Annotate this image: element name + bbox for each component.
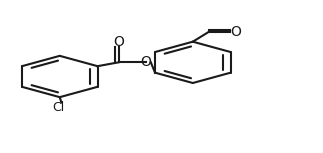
Text: O: O (113, 35, 124, 49)
Text: Cl: Cl (52, 101, 64, 114)
Text: O: O (230, 25, 241, 39)
Text: O: O (141, 55, 151, 69)
